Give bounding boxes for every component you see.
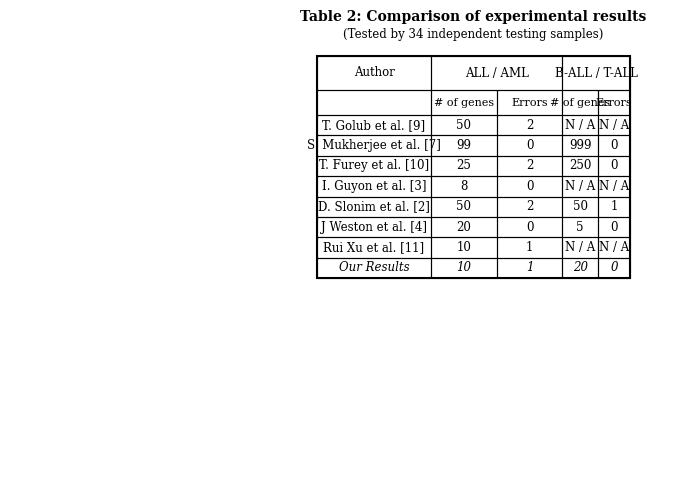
Bar (598, 176, 630, 197)
Bar (317, 156, 431, 176)
Bar (562, 156, 598, 176)
Text: N / A: N / A (565, 119, 595, 132)
Text: # of genes: # of genes (434, 98, 494, 107)
Bar (598, 217, 630, 237)
Bar (497, 176, 562, 197)
Bar (317, 56, 630, 278)
Bar (598, 135, 630, 156)
Text: 2: 2 (526, 159, 533, 172)
Text: N / A: N / A (565, 241, 595, 254)
Text: Author: Author (354, 66, 394, 80)
Text: N / A: N / A (599, 180, 629, 193)
Text: 0: 0 (610, 221, 618, 234)
Text: 50: 50 (573, 200, 588, 213)
Bar (562, 237, 598, 257)
Bar (317, 135, 431, 156)
Bar (598, 197, 630, 217)
Text: 99: 99 (456, 139, 472, 152)
Text: I. Guyon et al. [3]: I. Guyon et al. [3] (321, 180, 426, 193)
Text: D. Slonim et al. [2]: D. Slonim et al. [2] (318, 200, 430, 213)
Text: 0: 0 (610, 261, 618, 274)
Bar (317, 56, 431, 90)
Text: 1: 1 (526, 261, 533, 274)
Bar (497, 217, 562, 237)
Text: ALL / AML: ALL / AML (465, 66, 528, 80)
Text: 250: 250 (569, 159, 591, 172)
Text: T. Furey et al. [10]: T. Furey et al. [10] (319, 159, 429, 172)
Text: N / A: N / A (599, 241, 629, 254)
Bar (317, 176, 431, 197)
Bar (431, 257, 497, 278)
Bar (431, 197, 497, 217)
Text: 0: 0 (610, 139, 618, 152)
Text: N / A: N / A (565, 180, 595, 193)
Text: 8: 8 (460, 180, 468, 193)
Bar (317, 197, 431, 217)
Bar (431, 90, 497, 115)
Bar (431, 217, 497, 237)
Text: Rui Xu et al. [11]: Rui Xu et al. [11] (324, 241, 425, 254)
Text: 0: 0 (526, 180, 533, 193)
Bar (431, 156, 497, 176)
Bar (431, 135, 497, 156)
Bar (317, 217, 431, 237)
Bar (598, 90, 630, 115)
Text: 50: 50 (456, 119, 472, 132)
Bar (431, 115, 497, 135)
Bar (431, 237, 497, 257)
Bar (598, 237, 630, 257)
Bar (497, 90, 562, 115)
Text: 999: 999 (569, 139, 592, 152)
Bar (497, 257, 562, 278)
Text: 1: 1 (526, 241, 533, 254)
Bar (598, 115, 630, 135)
Text: 0: 0 (526, 139, 533, 152)
Bar (562, 176, 598, 197)
Text: 5: 5 (576, 221, 584, 234)
Bar (431, 176, 497, 197)
Bar (317, 115, 431, 135)
Text: T. Golub et al. [9]: T. Golub et al. [9] (322, 119, 425, 132)
Bar (497, 135, 562, 156)
Text: 1: 1 (610, 200, 617, 213)
Text: 0: 0 (610, 159, 618, 172)
Bar (562, 257, 598, 278)
Bar (497, 156, 562, 176)
Bar (598, 257, 630, 278)
Text: S. Mukherjee et al. [7]: S. Mukherjee et al. [7] (307, 139, 441, 152)
Text: 20: 20 (573, 261, 588, 274)
Text: 10: 10 (456, 261, 472, 274)
Bar (562, 90, 598, 115)
Text: 2: 2 (526, 200, 533, 213)
Text: 10: 10 (456, 241, 471, 254)
Bar (497, 197, 562, 217)
Bar (431, 56, 562, 90)
Text: (Tested by 34 independent testing samples): (Tested by 34 independent testing sample… (343, 28, 603, 41)
Bar (497, 237, 562, 257)
Text: N / A: N / A (599, 119, 629, 132)
Bar (317, 257, 431, 278)
Bar (598, 156, 630, 176)
Bar (562, 115, 598, 135)
Text: 0: 0 (526, 221, 533, 234)
Text: 25: 25 (456, 159, 471, 172)
Bar (317, 237, 431, 257)
Bar (497, 115, 562, 135)
Bar (562, 135, 598, 156)
Text: 2: 2 (526, 119, 533, 132)
Text: B-ALL / T-ALL: B-ALL / T-ALL (555, 66, 638, 80)
Text: 20: 20 (456, 221, 471, 234)
Text: Errors: Errors (512, 98, 548, 107)
Text: # of genes: # of genes (550, 98, 610, 107)
Bar (562, 217, 598, 237)
Text: Table 2: Comparison of experimental results: Table 2: Comparison of experimental resu… (300, 10, 646, 24)
Text: J Weston et al. [4]: J Weston et al. [4] (321, 221, 427, 234)
Text: Our Results: Our Results (339, 261, 409, 274)
Bar (562, 56, 630, 90)
Bar (562, 197, 598, 217)
Text: 50: 50 (456, 200, 472, 213)
Bar (317, 90, 431, 115)
Text: Errors: Errors (596, 98, 632, 107)
